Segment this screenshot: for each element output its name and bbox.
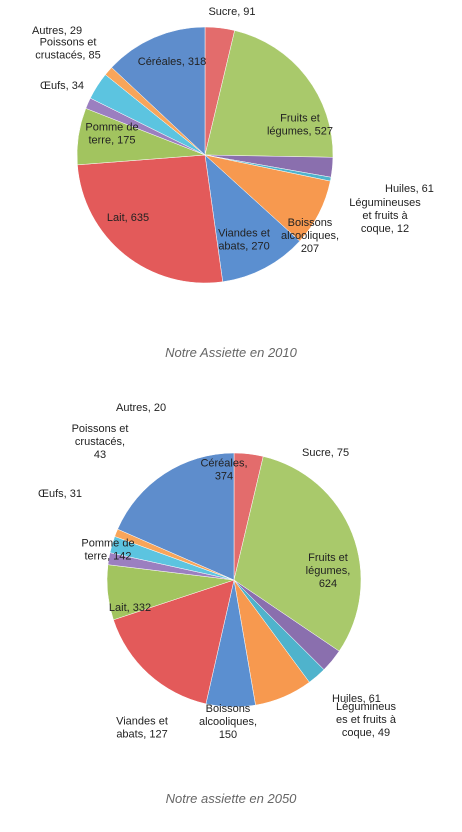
pie-slice [111,26,206,156]
pie-slice [113,579,235,705]
slice-label: Sucre, 75 [302,447,349,459]
slice-label: Pomme de terre, 175 [85,121,138,146]
slice-label: Fruits et légumes, 624 [306,552,351,590]
slice-label: Œufs, 31 [38,488,82,500]
slice-label: Pomme de terre, 142 [81,537,134,562]
slice-label: Lait, 635 [107,212,149,224]
pie-slice [77,154,223,284]
slice-label: Autres, 29 [32,25,82,37]
slice-label: Viandes et abats, 127 [116,715,168,740]
pie-slice [204,30,334,158]
pie-slice [204,154,301,283]
pie-slice [117,452,235,581]
chart-caption: Notre Assiette en 2010 [165,345,298,360]
slice-label: Sucre, 91 [208,6,255,18]
slice-label: Légumineuses et fruits à coque, 12 [349,197,421,235]
pie-slice [233,456,362,652]
slice-label: Boissons alcooliques, 150 [199,703,257,741]
slice-label: Poissons et crustacés, 85 [35,36,100,61]
slice-label: Fruits et légumes, 527 [267,112,333,137]
slice-label: Autres, 20 [116,402,166,414]
slice-label: Viandes et abats, 270 [218,227,270,252]
slice-label: Huiles, 61 [385,183,434,195]
slice-label: Céréales, 318 [138,56,207,68]
chart-caption: Notre assiette en 2050 [166,791,298,806]
slice-label: Œufs, 34 [40,80,84,92]
slice-label: Boissons alcooliques, 207 [281,217,339,255]
slice-label: Poissons et crustacés, 43 [72,423,129,461]
slice-label: Céréales, 374 [200,457,247,482]
slice-label: Huiles, 61 [332,693,381,705]
slice-label: Lait, 332 [109,602,151,614]
slice-label: Légumineus es et fruits à coque, 49 [336,701,397,739]
